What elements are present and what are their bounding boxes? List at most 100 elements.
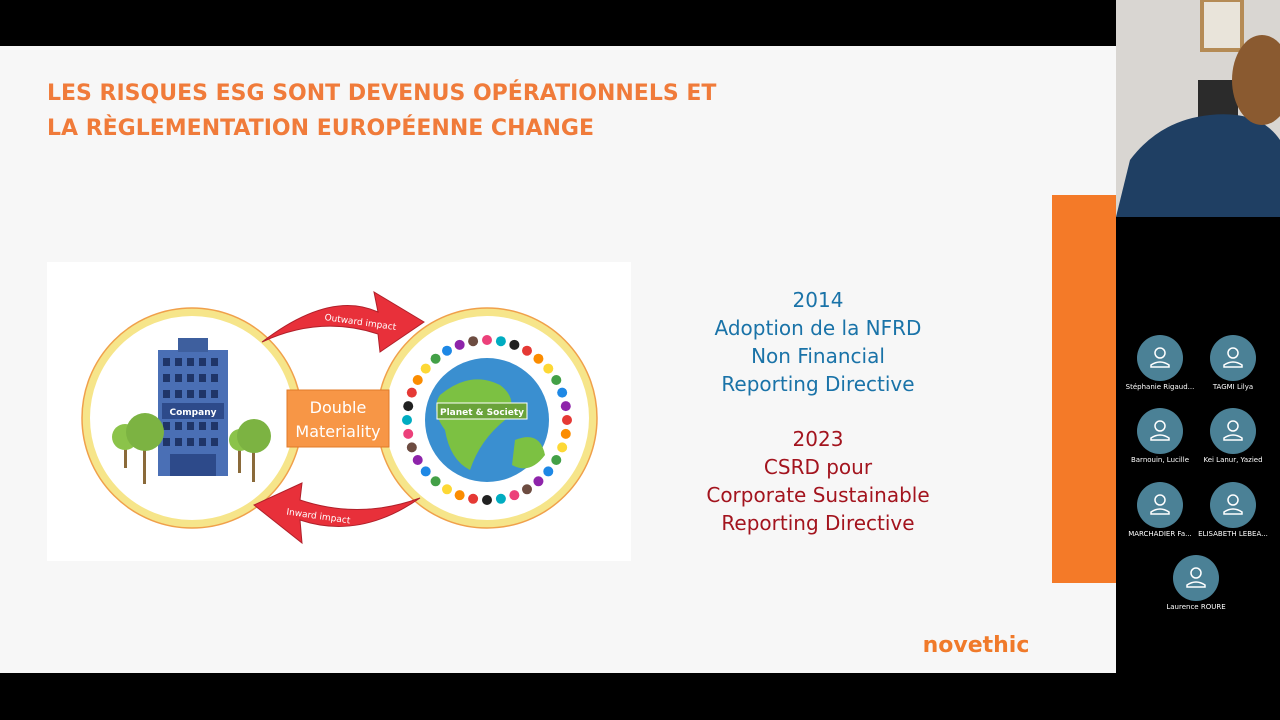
- window: [199, 390, 206, 398]
- person: [543, 466, 554, 477]
- avatar-body: [1150, 508, 1170, 515]
- person: [412, 375, 423, 385]
- land: [512, 437, 545, 469]
- sweater: [1116, 114, 1280, 217]
- orange-bar: [1052, 195, 1116, 583]
- csrd-text: Corporate Sustainable: [706, 483, 929, 507]
- person: [468, 336, 479, 347]
- participant-name: ELISABETH LEBEA...: [1198, 530, 1268, 538]
- participant-name: Barnouin, Lucille: [1131, 456, 1189, 464]
- person: [442, 345, 452, 356]
- avatar-body: [1223, 361, 1243, 368]
- window: [199, 358, 206, 366]
- person: [454, 490, 465, 501]
- participant-name: MARCHADIER Fa...: [1128, 530, 1192, 538]
- logo: novethic: [923, 633, 1030, 658]
- person: [403, 401, 414, 412]
- window: [211, 390, 218, 398]
- person: [509, 339, 520, 350]
- land: [436, 379, 512, 470]
- person: [442, 484, 452, 495]
- person: [560, 401, 571, 412]
- window: [175, 374, 182, 382]
- avatar-head: [1154, 347, 1166, 359]
- avatar-body: [1223, 508, 1243, 515]
- person: [406, 442, 417, 453]
- person: [482, 335, 492, 345]
- nfrd-text: Non Financial: [751, 344, 885, 368]
- avatar-head: [1154, 494, 1166, 506]
- participant-name: Kei Lanur, Yazied: [1203, 456, 1262, 464]
- csrd-text: 2023: [793, 427, 844, 451]
- person: [430, 476, 441, 487]
- window: [187, 374, 194, 382]
- window: [211, 422, 218, 430]
- person: [533, 476, 544, 487]
- person: [403, 428, 414, 439]
- person: [543, 363, 554, 374]
- avatar-body: [1223, 434, 1243, 441]
- avatar-body: [1150, 361, 1170, 368]
- planet-sign: [436, 402, 528, 420]
- participant-name: Laurence ROURE: [1166, 603, 1225, 611]
- csrd-text: CSRD pour: [764, 455, 873, 479]
- shape: [238, 445, 241, 473]
- window: [199, 422, 206, 430]
- avatar-body: [1150, 434, 1170, 441]
- window: [163, 422, 170, 430]
- avatar-head: [1154, 420, 1166, 432]
- person: [420, 466, 431, 477]
- shape: [237, 419, 271, 453]
- nfrd-text: Adoption de la NFRD: [715, 316, 922, 340]
- window: [175, 390, 182, 398]
- window: [187, 358, 194, 366]
- hair: [1232, 35, 1280, 125]
- trees: [112, 413, 271, 484]
- company-label: Company: [170, 408, 217, 418]
- person: [468, 493, 479, 504]
- window: [199, 374, 206, 382]
- window: [211, 438, 218, 446]
- center-label: Materiality: [295, 422, 380, 441]
- window: [187, 390, 194, 398]
- person: [509, 490, 520, 501]
- slide-title: LES RISQUES ESG SONT DEVENUS OPÉRATIONNE…: [47, 80, 716, 106]
- person: [560, 428, 571, 439]
- person: [551, 455, 562, 465]
- person: [406, 387, 417, 398]
- webcam: [1116, 0, 1280, 217]
- window: [175, 422, 182, 430]
- avatar-head: [1227, 347, 1239, 359]
- windows: [163, 358, 218, 446]
- person: [412, 455, 423, 465]
- avatar-body: [1186, 581, 1206, 588]
- window: [175, 438, 182, 446]
- inward-arrow: [253, 482, 421, 545]
- shape: [126, 413, 164, 451]
- people-ring: [402, 335, 572, 505]
- csrd-text: Reporting Directive: [721, 511, 914, 535]
- diagram: Outward impact Inward impact Company Dou…: [47, 262, 631, 561]
- window: [199, 438, 206, 446]
- center-label: Double: [310, 398, 367, 417]
- avatar-head: [1227, 420, 1239, 432]
- center-box: [286, 389, 390, 448]
- person: [402, 415, 412, 425]
- avatar-head: [1227, 494, 1239, 506]
- building-top: [178, 338, 208, 352]
- person: [454, 339, 465, 350]
- entrance: [170, 454, 216, 476]
- window: [163, 358, 170, 366]
- window: [163, 390, 170, 398]
- person: [557, 442, 568, 453]
- person: [522, 484, 532, 495]
- person: [495, 336, 506, 347]
- person: [562, 415, 572, 425]
- shape: [252, 440, 255, 482]
- person: [551, 375, 562, 385]
- window: [211, 374, 218, 382]
- person: [495, 493, 506, 504]
- avatar-head: [1190, 567, 1202, 579]
- planet-label: Planet & Society: [440, 408, 524, 418]
